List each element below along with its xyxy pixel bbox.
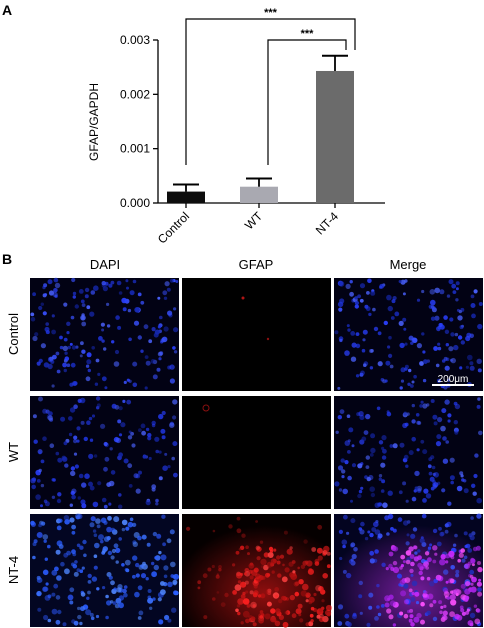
row-label-wt: WT bbox=[6, 442, 21, 462]
image-nt4-dapi bbox=[30, 513, 180, 627]
scale-bar-label: 200μm bbox=[438, 374, 469, 385]
significance-bracket bbox=[185, 18, 356, 165]
significance-label: *** bbox=[301, 28, 315, 40]
bar-wt bbox=[240, 186, 278, 203]
column-header-gfap: GFAP bbox=[239, 257, 274, 272]
significance-brackets: *** *** bbox=[185, 7, 356, 165]
bar-control bbox=[167, 191, 205, 203]
image-control-merge: 200μm bbox=[334, 278, 483, 391]
image-wt-gfap bbox=[182, 396, 331, 509]
significance-label: *** bbox=[264, 7, 278, 19]
image-control-gfap bbox=[182, 278, 331, 391]
x-ticks: Control WT NT-4 bbox=[155, 203, 341, 246]
row-label-nt4: NT-4 bbox=[6, 556, 21, 584]
row-label-control: Control bbox=[6, 313, 21, 355]
image-nt4-gfap bbox=[182, 514, 333, 628]
column-header-merge: Merge bbox=[390, 257, 427, 272]
panel-b-label: B bbox=[2, 251, 12, 267]
y-ticks: 0.000 0.001 0.002 0.003 bbox=[120, 33, 158, 210]
bars bbox=[167, 70, 354, 203]
significance-bracket bbox=[267, 39, 347, 165]
y-axis-label: GFAP/GAPDH bbox=[87, 83, 101, 161]
y-tick-label: 0.003 bbox=[120, 33, 150, 47]
micrograph-grid: DAPI GFAP Merge Control WT NT-4 200μm bbox=[6, 257, 483, 628]
error-bars bbox=[173, 54, 348, 192]
column-header-dapi: DAPI bbox=[90, 257, 120, 272]
bar-chart: GFAP/GAPDH 0.000 0.001 0.002 0.003 Control W… bbox=[87, 7, 385, 246]
bar-nt-4 bbox=[316, 70, 354, 203]
image-control-dapi bbox=[30, 277, 179, 391]
x-tick-label: Control bbox=[155, 209, 192, 246]
image-wt-merge bbox=[334, 396, 483, 509]
image-nt4-merge bbox=[334, 513, 483, 628]
panel-a-label: A bbox=[2, 2, 12, 18]
y-tick-label: 0.000 bbox=[120, 196, 150, 210]
image-wt-dapi bbox=[30, 396, 179, 509]
y-tick-label: 0.001 bbox=[120, 142, 150, 156]
x-tick-label: NT-4 bbox=[313, 209, 342, 238]
y-tick-label: 0.002 bbox=[120, 87, 150, 101]
x-tick-label: WT bbox=[242, 209, 266, 233]
